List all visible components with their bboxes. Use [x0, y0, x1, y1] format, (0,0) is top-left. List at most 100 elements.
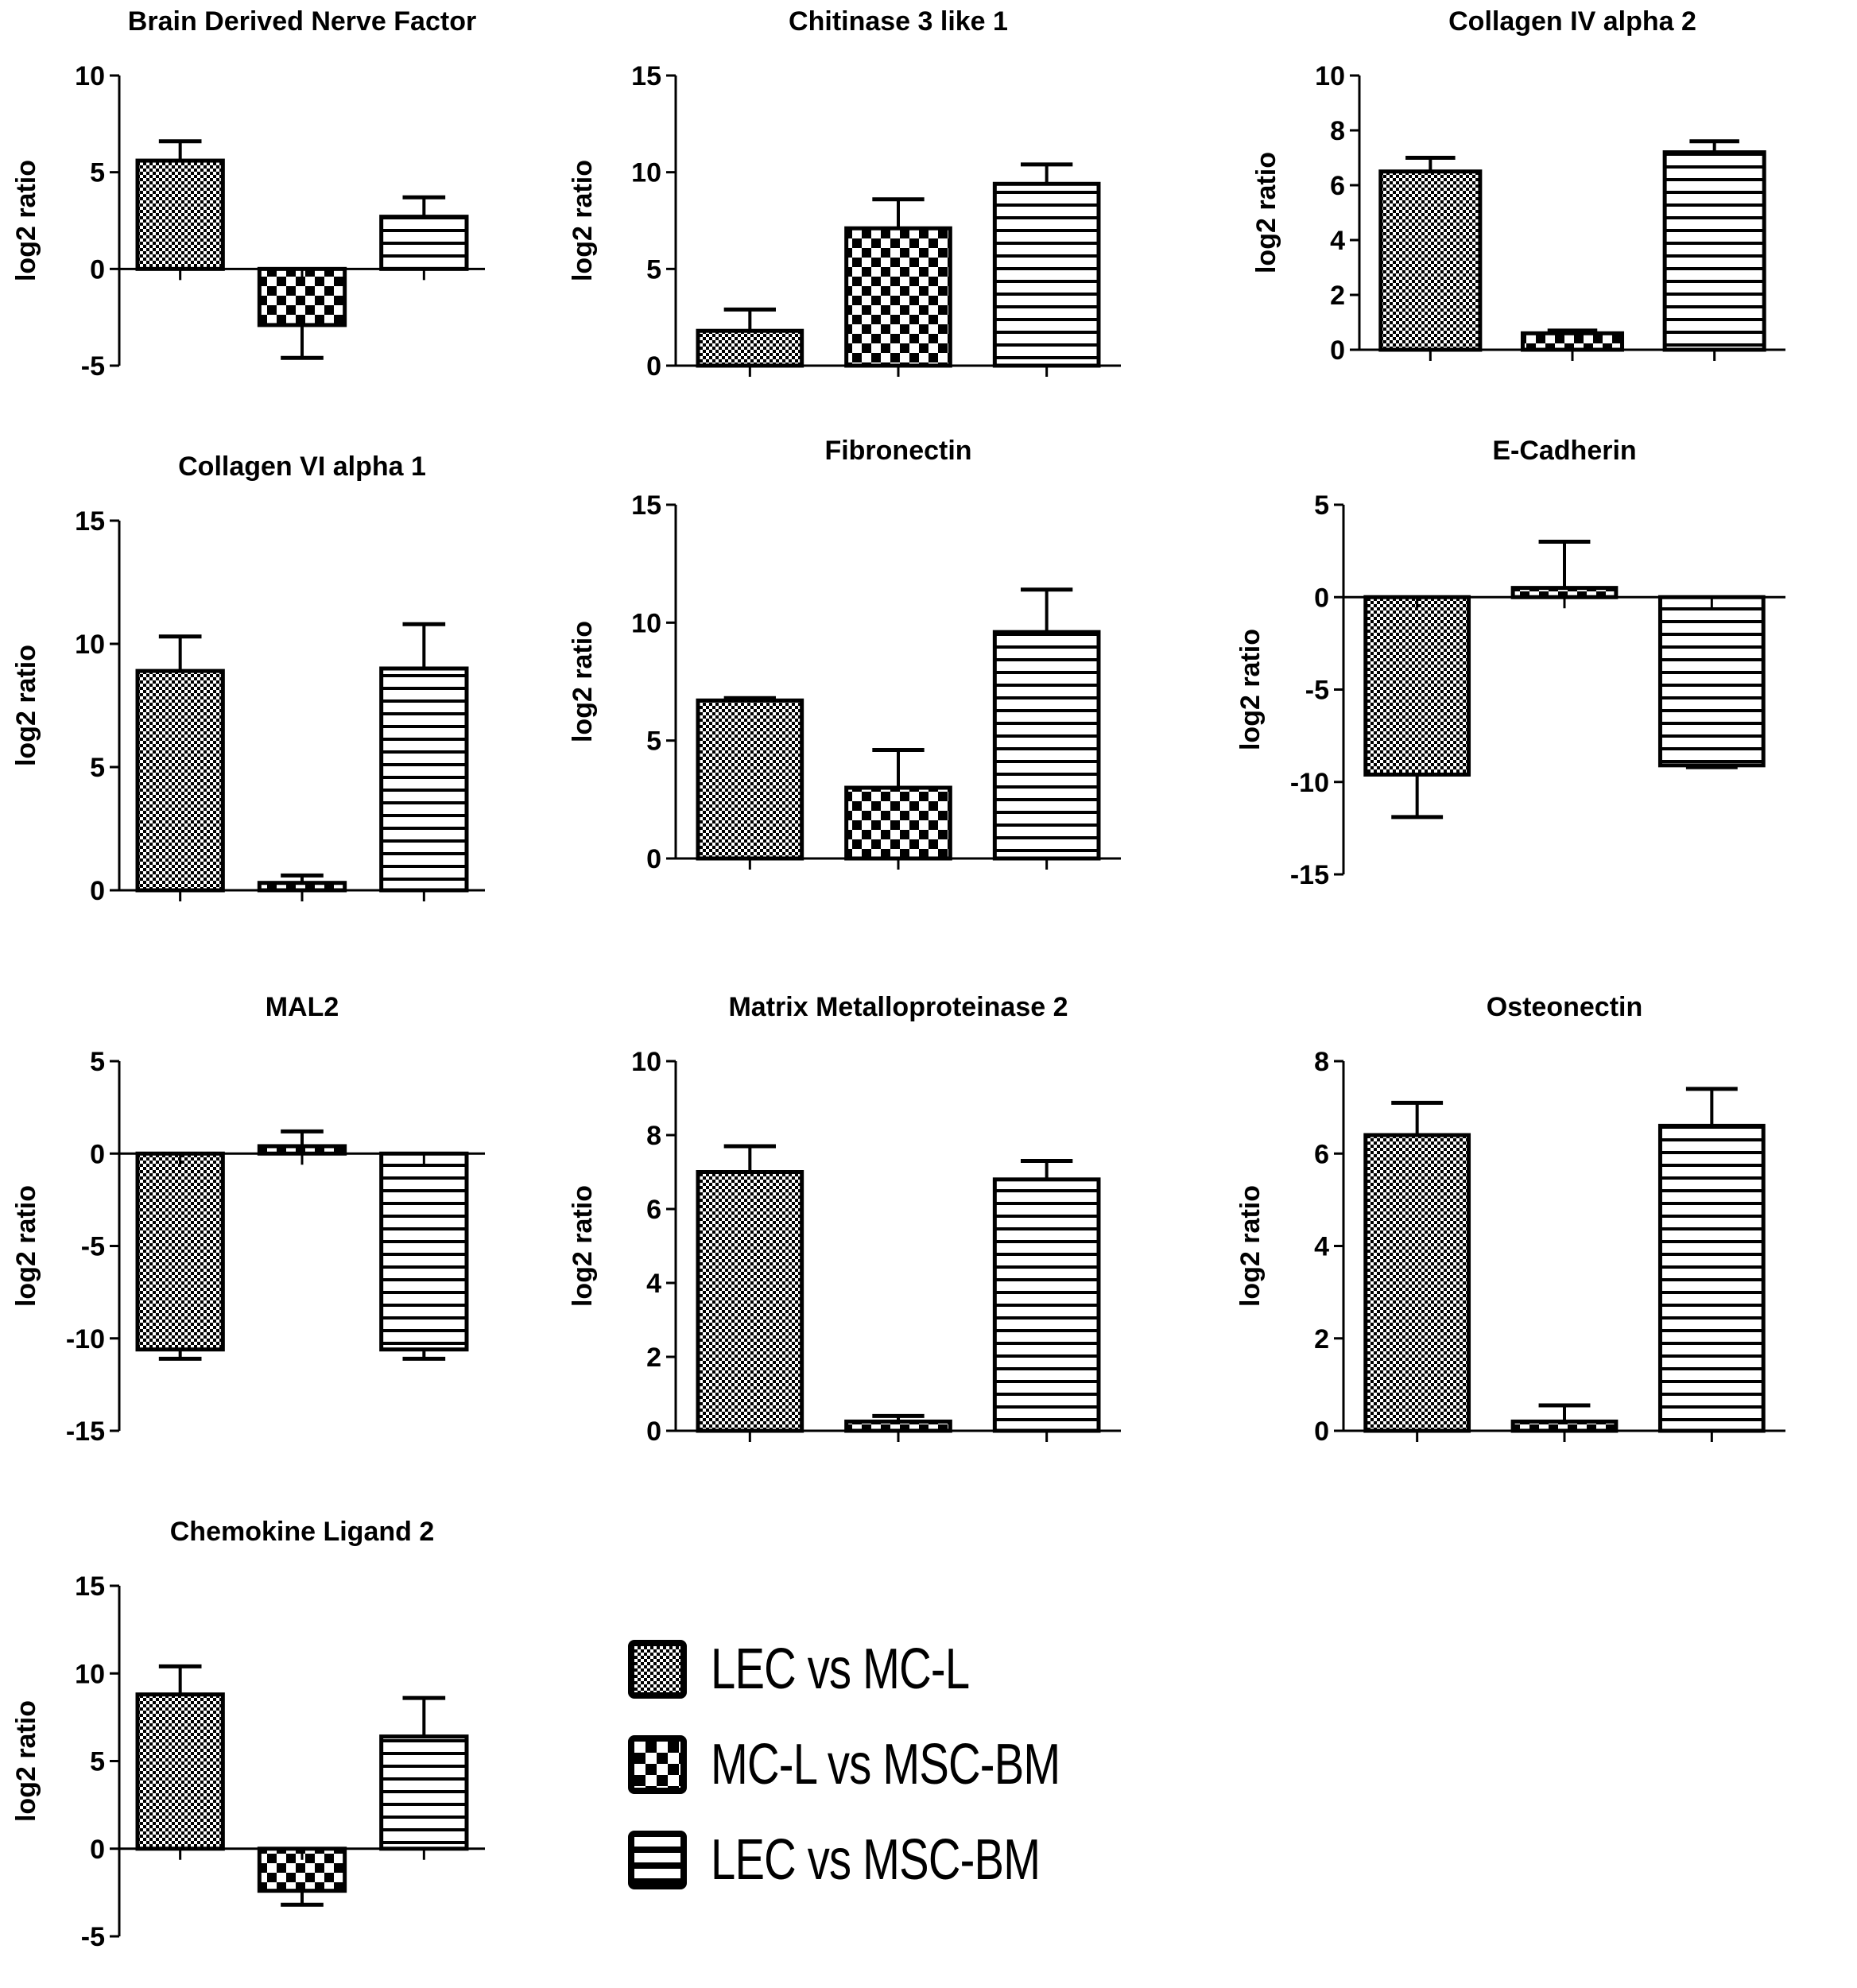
chart-title: MAL2	[266, 992, 339, 1022]
y-tick-label: -5	[81, 351, 105, 382]
bar-lec-vs-mc-l	[1363, 595, 1471, 777]
y-tick-label: 10	[75, 1659, 105, 1689]
y-tick-label: 8	[1314, 1047, 1329, 1077]
bar-lec-vs-msc-bm	[1662, 150, 1766, 352]
chart-title: Fibronectin	[824, 436, 971, 466]
bar-mc-l-vs-msc-bm	[844, 785, 952, 861]
chart-svg: Collagen IV alpha 2 log2 ratio 0 2 4 6 8 10	[1251, 6, 1785, 366]
bar-mc-l-vs-msc-bm	[257, 881, 347, 893]
chart-title: E-Cadherin	[1492, 436, 1636, 466]
y-axis-label: log2 ratio	[568, 160, 598, 281]
bar-lec-vs-mc-l	[696, 698, 804, 861]
chart-svg: Collagen VI alpha 1 log2 ratio 0 5 10 15	[11, 451, 485, 906]
y-tick-label: -5	[81, 1232, 105, 1262]
legend-label: MC-L vs MSC-BM	[711, 1733, 1060, 1796]
bar-mc-l-vs-msc-bm	[257, 1144, 347, 1156]
y-axis-label: log2 ratio	[11, 1700, 41, 1822]
y-tick-label: 0	[646, 844, 661, 874]
y-axis-label: log2 ratio	[568, 1185, 598, 1307]
y-tick-label: 0	[90, 1139, 105, 1169]
bar-lec-vs-mc-l	[135, 158, 225, 271]
chart-svg: MAL2 log2 ratio -15 -10 -5 0 5	[11, 992, 485, 1447]
bar-lec-vs-msc-bm	[1657, 1123, 1766, 1433]
y-tick-label: 15	[631, 490, 661, 521]
legend-label: LEC vs MC-L	[711, 1637, 970, 1701]
y-tick-label: 0	[90, 876, 105, 906]
chart-title: Collagen VI alpha 1	[178, 451, 426, 482]
chart-svg: Fibronectin log2 ratio 0 5 10 15	[568, 436, 1121, 874]
chart-title: Collagen IV alpha 2	[1448, 6, 1696, 37]
chart-title: Brain Derived Nerve Factor	[128, 6, 476, 37]
chart-svg: Matrix Metalloproteinase 2 log2 ratio 0 2 4 6…	[568, 992, 1121, 1447]
bar-lec-vs-msc-bm	[992, 181, 1101, 368]
y-tick-label: -5	[81, 1922, 105, 1952]
y-tick-label: 10	[75, 61, 105, 91]
y-tick-label: 5	[90, 158, 105, 188]
y-tick-label: -10	[66, 1324, 105, 1354]
chart-svg: Osteonectin log2 ratio 0 2 4 6 8	[1235, 992, 1785, 1447]
bar-mc-l-vs-msc-bm	[844, 226, 952, 368]
chart-panel-collagen-vi: Collagen VI alpha 1 log2 ratio 0 5 10 15	[0, 445, 556, 938]
y-tick-label: 5	[646, 727, 661, 757]
y-tick-label: -15	[66, 1416, 105, 1447]
y-tick-label: 2	[1330, 281, 1345, 311]
chart-title: Chemokine Ligand 2	[170, 1517, 435, 1547]
bar-lec-vs-mc-l	[696, 328, 804, 368]
chart-svg: Chemokine Ligand 2 log2 ratio -5 0 5 10 15	[11, 1517, 485, 1952]
bar-mc-l-vs-msc-bm	[1510, 586, 1619, 599]
bar-lec-vs-msc-bm	[379, 215, 469, 271]
y-tick-label: 0	[646, 1416, 661, 1447]
y-tick-label: 0	[1314, 1416, 1329, 1447]
y-tick-label: 10	[1315, 61, 1345, 91]
y-tick-label: 15	[75, 1571, 105, 1602]
y-tick-label: 8	[646, 1121, 661, 1151]
y-tick-label: 15	[631, 61, 661, 91]
y-axis-label: log2 ratio	[568, 621, 598, 742]
y-tick-label: 2	[646, 1343, 661, 1373]
legend-item-lec-vs-mcl: LEC vs MC-L	[628, 1622, 1158, 1717]
y-axis-label: log2 ratio	[11, 1185, 41, 1307]
bar-mc-l-vs-msc-bm	[844, 1419, 952, 1433]
y-tick-label: -10	[1290, 768, 1329, 798]
y-tick-label: 15	[75, 506, 105, 537]
chart-panel-ccl2: Chemokine Ligand 2 log2 ratio -5 0 5 10 15	[0, 1510, 556, 1984]
bar-lec-vs-mc-l	[696, 1170, 804, 1433]
y-tick-label: 10	[631, 1047, 661, 1077]
chart-svg: Chitinase 3 like 1 log2 ratio 0 5 10 15	[568, 6, 1121, 382]
chart-panel-mal2: MAL2 log2 ratio -15 -10 -5 0 5	[0, 986, 556, 1478]
y-tick-label: 0	[646, 351, 661, 382]
bar-mc-l-vs-msc-bm	[1510, 1419, 1619, 1433]
chart-title: Chitinase 3 like 1	[789, 6, 1008, 37]
y-tick-label: 5	[646, 254, 661, 285]
chart-title: Osteonectin	[1487, 992, 1642, 1022]
bar-lec-vs-mc-l	[1378, 169, 1483, 352]
y-tick-label: 10	[631, 608, 661, 638]
bar-lec-vs-msc-bm	[379, 1151, 469, 1352]
y-tick-label: 8	[1330, 116, 1345, 146]
y-tick-label: -15	[1290, 860, 1329, 890]
y-tick-label: 0	[90, 254, 105, 285]
y-tick-label: 0	[90, 1835, 105, 1865]
y-tick-label: 0	[1314, 583, 1329, 613]
legend-swatch-coarse-check	[628, 1735, 687, 1794]
y-tick-label: 6	[646, 1195, 661, 1225]
y-axis-label: log2 ratio	[1251, 152, 1281, 273]
y-axis-label: log2 ratio	[1235, 629, 1266, 750]
legend-swatch-horizontal-lines	[628, 1831, 687, 1889]
y-tick-label: 5	[1314, 490, 1329, 521]
bar-lec-vs-msc-bm	[379, 666, 469, 893]
chart-panel-mmp2: Matrix Metalloproteinase 2 log2 ratio 0 2 4 6…	[556, 986, 1192, 1478]
chart-panel-osteonectin: Osteonectin log2 ratio 0 2 4 6 8	[1224, 986, 1857, 1478]
bar-mc-l-vs-msc-bm	[1520, 331, 1625, 352]
chart-panel-collagen-iv: Collagen IV alpha 2 log2 ratio 0 2 4 6 8 10	[1240, 0, 1857, 397]
y-tick-label: -5	[1305, 676, 1329, 706]
chart-svg: E-Cadherin log2 ratio -15 -10 -5 0 5	[1235, 436, 1785, 890]
bar-lec-vs-msc-bm	[1657, 595, 1766, 768]
y-tick-label: 10	[75, 630, 105, 660]
y-tick-label: 4	[1314, 1232, 1329, 1262]
bar-lec-vs-msc-bm	[992, 630, 1101, 861]
y-tick-label: 5	[90, 1747, 105, 1777]
chart-panel-fibronectin: Fibronectin log2 ratio 0 5 10 15	[556, 429, 1192, 906]
y-tick-label: 0	[1330, 335, 1345, 366]
chart-panel-bdnf: Brain Derived Nerve Factor log2 ratio -5 0 5…	[0, 0, 556, 413]
